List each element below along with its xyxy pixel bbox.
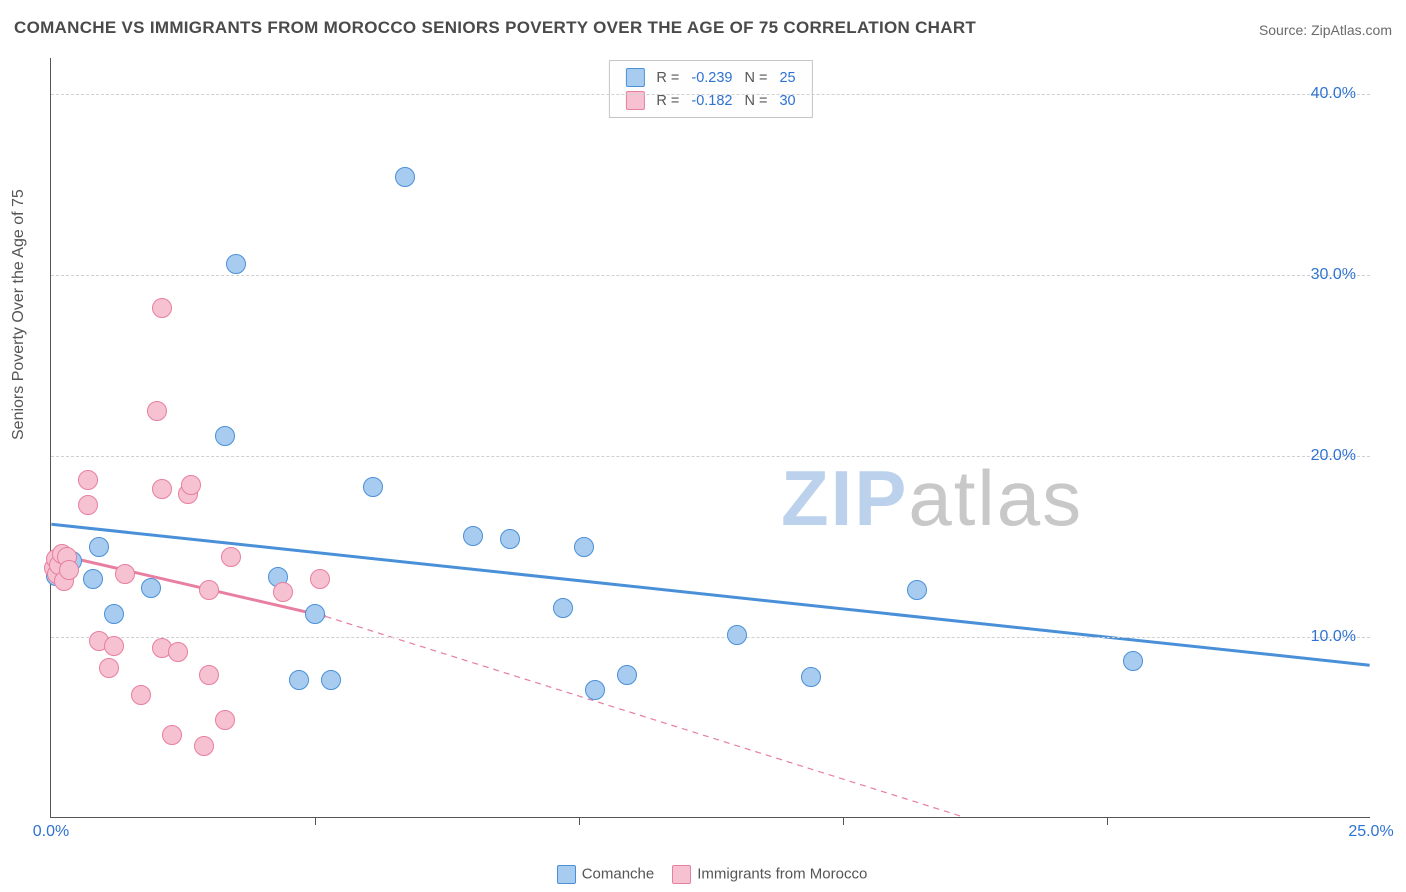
data-point xyxy=(89,537,109,557)
data-point xyxy=(289,670,309,690)
data-point xyxy=(574,537,594,557)
data-point xyxy=(801,667,821,687)
data-point xyxy=(78,470,98,490)
x-tick xyxy=(315,817,316,825)
data-point xyxy=(585,680,605,700)
chart-title: COMANCHE VS IMMIGRANTS FROM MOROCCO SENI… xyxy=(14,18,976,38)
data-point xyxy=(168,642,188,662)
x-tick xyxy=(579,817,580,825)
data-point xyxy=(104,636,124,656)
data-point xyxy=(152,298,172,318)
data-point xyxy=(147,401,167,421)
trend-line-extrapolated xyxy=(326,616,964,817)
data-point xyxy=(727,625,747,645)
stats-r-label: R = xyxy=(650,66,685,89)
data-point xyxy=(617,665,637,685)
data-point xyxy=(162,725,182,745)
data-point xyxy=(215,710,235,730)
y-tick-label: 30.0% xyxy=(1311,266,1356,284)
data-point xyxy=(199,580,219,600)
data-point xyxy=(152,479,172,499)
source-attribution: Source: ZipAtlas.com xyxy=(1259,22,1392,38)
plot-area: ZIPatlas R =-0.239N =25R =-0.182N =30 10… xyxy=(50,58,1370,818)
x-tick-label: 0.0% xyxy=(33,823,69,841)
data-point xyxy=(310,569,330,589)
stats-r-value: -0.182 xyxy=(685,89,738,112)
x-tick xyxy=(1107,817,1108,825)
stats-row: R =-0.182N =30 xyxy=(619,89,801,112)
y-gridline xyxy=(51,456,1370,457)
data-point xyxy=(226,254,246,274)
data-point xyxy=(363,477,383,497)
stats-row: R =-0.239N =25 xyxy=(619,66,801,89)
data-point xyxy=(78,495,98,515)
y-gridline xyxy=(51,275,1370,276)
stats-n-value: 30 xyxy=(773,89,801,112)
data-point xyxy=(104,604,124,624)
data-point xyxy=(215,426,235,446)
data-point xyxy=(181,475,201,495)
y-tick-label: 40.0% xyxy=(1311,85,1356,103)
data-point xyxy=(463,526,483,546)
data-point xyxy=(194,736,214,756)
data-point xyxy=(305,604,325,624)
data-point xyxy=(221,547,241,567)
stats-r-label: R = xyxy=(650,89,685,112)
data-point xyxy=(273,582,293,602)
y-gridline xyxy=(51,637,1370,638)
stats-n-label: N = xyxy=(738,66,773,89)
y-axis-label: Seniors Poverty Over the Age of 75 xyxy=(10,189,28,440)
correlation-stats-box: R =-0.239N =25R =-0.182N =30 xyxy=(608,60,812,118)
y-tick-label: 10.0% xyxy=(1311,628,1356,646)
bottom-legend: Comanche Immigrants from Morocco xyxy=(0,865,1406,884)
legend-label: Comanche xyxy=(582,865,655,882)
data-point xyxy=(131,685,151,705)
data-point xyxy=(553,598,573,618)
data-point xyxy=(83,569,103,589)
data-point xyxy=(500,529,520,549)
stats-n-value: 25 xyxy=(773,66,801,89)
y-gridline xyxy=(51,94,1370,95)
x-tick-label: 25.0% xyxy=(1348,823,1393,841)
legend-swatch xyxy=(625,68,644,87)
stats-n-label: N = xyxy=(738,89,773,112)
data-point xyxy=(395,167,415,187)
legend-swatch xyxy=(672,865,691,884)
x-tick xyxy=(843,817,844,825)
data-point xyxy=(1123,651,1143,671)
data-point xyxy=(99,658,119,678)
trend-lines xyxy=(51,58,1370,817)
data-point xyxy=(115,564,135,584)
legend-label: Immigrants from Morocco xyxy=(697,865,867,882)
data-point xyxy=(907,580,927,600)
stats-r-value: -0.239 xyxy=(685,66,738,89)
legend-swatch xyxy=(557,865,576,884)
data-point xyxy=(141,578,161,598)
data-point xyxy=(59,560,79,580)
trend-line xyxy=(51,524,1369,665)
data-point xyxy=(199,665,219,685)
correlation-stats-table: R =-0.239N =25R =-0.182N =30 xyxy=(619,66,801,112)
data-point xyxy=(321,670,341,690)
y-tick-label: 20.0% xyxy=(1311,447,1356,465)
